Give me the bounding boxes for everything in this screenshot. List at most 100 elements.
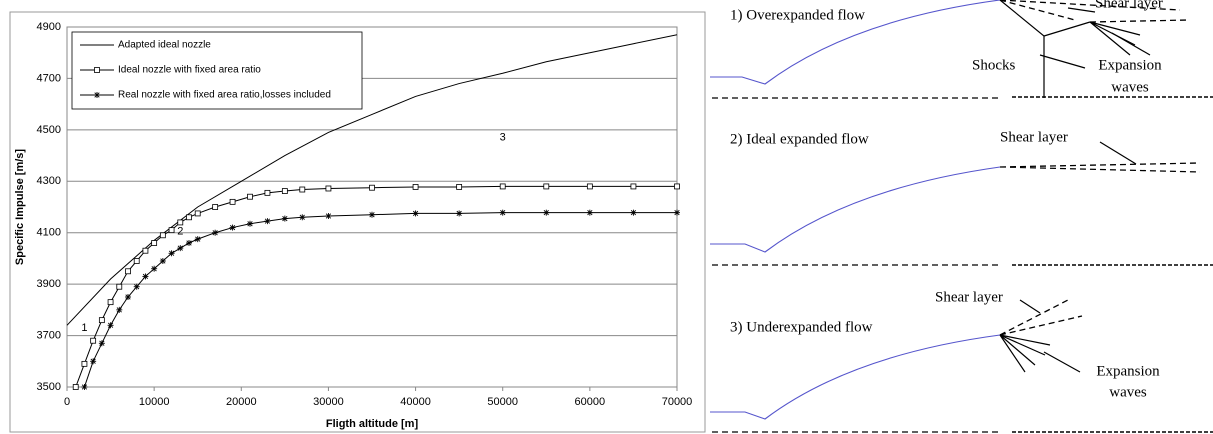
nozzle-wall: [710, 167, 1000, 252]
marker: [91, 338, 96, 343]
x-tick-label: 70000: [662, 396, 693, 408]
marker: [108, 322, 114, 328]
marker: [117, 284, 122, 289]
y-tick-label: 3900: [37, 278, 61, 290]
y-tick-label: 3500: [37, 381, 61, 393]
label: Expansion: [1098, 57, 1162, 73]
marker: [675, 184, 680, 189]
marker: [500, 184, 505, 189]
y-tick-label: 4100: [37, 227, 61, 239]
shear-layer: [1000, 300, 1082, 335]
marker: [212, 230, 218, 236]
series-line: [84, 213, 677, 387]
marker: [674, 210, 680, 216]
marker: [543, 210, 549, 216]
x-tick-label: 10000: [139, 396, 170, 408]
marker: [299, 214, 305, 220]
y-tick-label: 3700: [37, 329, 61, 341]
marker: [326, 186, 331, 191]
y-axis-label: Specific Impulse [m/s]: [14, 149, 26, 265]
marker: [282, 216, 288, 222]
x-tick-label: 50000: [487, 396, 518, 408]
marker: [413, 184, 418, 189]
marker: [177, 245, 183, 251]
panel-title: 3) Underexpanded flow: [730, 319, 873, 335]
series-line: [76, 186, 677, 387]
marker: [134, 259, 139, 264]
legend-label: Real nozzle with fixed area ratio,losses…: [118, 90, 331, 101]
arrow: [1020, 300, 1080, 372]
marker: [457, 184, 462, 189]
marker: [248, 194, 253, 199]
marker: [125, 294, 131, 300]
marker: [186, 240, 192, 246]
marker: [116, 307, 122, 313]
nozzle-wall: [710, 335, 1000, 419]
marker: [631, 184, 636, 189]
marker: [108, 300, 113, 305]
marker: [300, 187, 305, 192]
marker: [160, 258, 166, 264]
label: waves: [1109, 384, 1147, 400]
marker: [264, 218, 270, 224]
marker: [587, 210, 593, 216]
arrow: [1100, 142, 1136, 164]
legend-marker: [94, 92, 100, 98]
marker: [152, 241, 157, 246]
marker: [73, 385, 78, 390]
marker: [587, 184, 592, 189]
marker: [134, 284, 140, 290]
marker: [151, 266, 157, 272]
annotation: 2: [177, 225, 183, 237]
marker: [500, 210, 506, 216]
label: Shear layer: [1095, 0, 1163, 11]
shear-layer: [1090, 20, 1190, 22]
label: Shocks: [972, 57, 1016, 73]
label: Shear layer: [1000, 129, 1068, 145]
marker: [369, 212, 375, 218]
figure: Fligth altitude [m] Specific Impulse [m/…: [0, 0, 1213, 434]
marker: [544, 184, 549, 189]
marker: [178, 220, 183, 225]
marker: [213, 205, 218, 210]
x-tick-label: 60000: [575, 396, 606, 408]
x-tick-label: 40000: [400, 396, 431, 408]
y-tick-label: 4700: [37, 72, 61, 84]
marker: [90, 358, 96, 364]
annotation: 1: [81, 322, 87, 334]
x-axis-label: Fligth altitude [m]: [326, 418, 419, 430]
diagram: 1) Overexpanded flow Shear layer Shocks …: [710, 0, 1213, 432]
panel-title: 2) Ideal expanded flow: [730, 131, 869, 147]
label: waves: [1111, 79, 1149, 95]
marker: [265, 190, 270, 195]
marker: [413, 210, 419, 216]
label: Shear layer: [935, 289, 1003, 305]
y-tick-label: 4900: [37, 21, 61, 33]
marker: [143, 248, 148, 253]
y-tick-label: 4300: [37, 175, 61, 187]
x-tick-label: 0: [64, 396, 70, 408]
marker: [282, 189, 287, 194]
marker: [195, 236, 201, 242]
label: Expansion: [1096, 363, 1160, 379]
marker: [247, 221, 253, 227]
panel-title: 1) Overexpanded flow: [730, 7, 865, 23]
marker: [99, 318, 104, 323]
marker: [160, 233, 165, 238]
annotation: 3: [500, 131, 506, 143]
shear-layer: [1000, 163, 1200, 172]
marker: [142, 273, 148, 279]
marker: [230, 199, 235, 204]
marker: [169, 228, 174, 233]
marker: [187, 215, 192, 220]
marker: [195, 211, 200, 216]
marker: [169, 250, 175, 256]
legend-label: Ideal nozzle with fixed area ratio: [118, 65, 261, 76]
page: {"chart_data": {"type": "line", "xlabel"…: [0, 0, 1213, 434]
marker: [370, 185, 375, 190]
expansion-wave: [1000, 335, 1050, 372]
marker: [230, 225, 236, 231]
chart: Fligth altitude [m] Specific Impulse [m/…: [10, 12, 705, 432]
marker: [81, 384, 87, 390]
legend-label: Adapted ideal nozzle: [118, 40, 211, 51]
